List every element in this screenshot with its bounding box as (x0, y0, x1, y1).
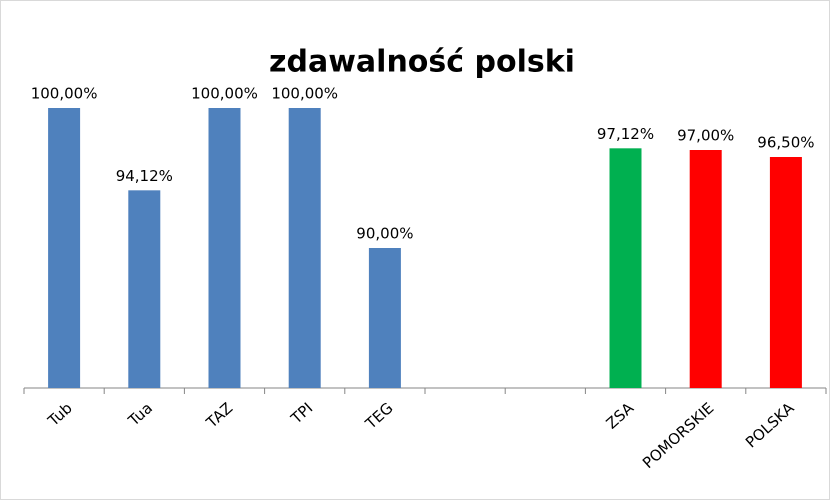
value-label: 100,00% (31, 85, 98, 103)
value-label: 100,00% (191, 85, 258, 103)
bar (609, 148, 642, 388)
bar (128, 190, 161, 388)
value-label: 97,00% (677, 127, 734, 145)
bar (288, 108, 321, 388)
value-label: 100,00% (271, 85, 338, 103)
bar (208, 108, 241, 388)
bar (368, 248, 401, 388)
value-label: 90,00% (356, 225, 413, 243)
value-label: 96,50% (757, 134, 814, 152)
bar (689, 150, 722, 388)
bar (769, 157, 802, 388)
bar (48, 108, 81, 388)
value-label: 97,12% (597, 125, 654, 143)
value-label: 94,12% (116, 167, 173, 185)
chart-title: zdawalność polski (269, 45, 575, 80)
